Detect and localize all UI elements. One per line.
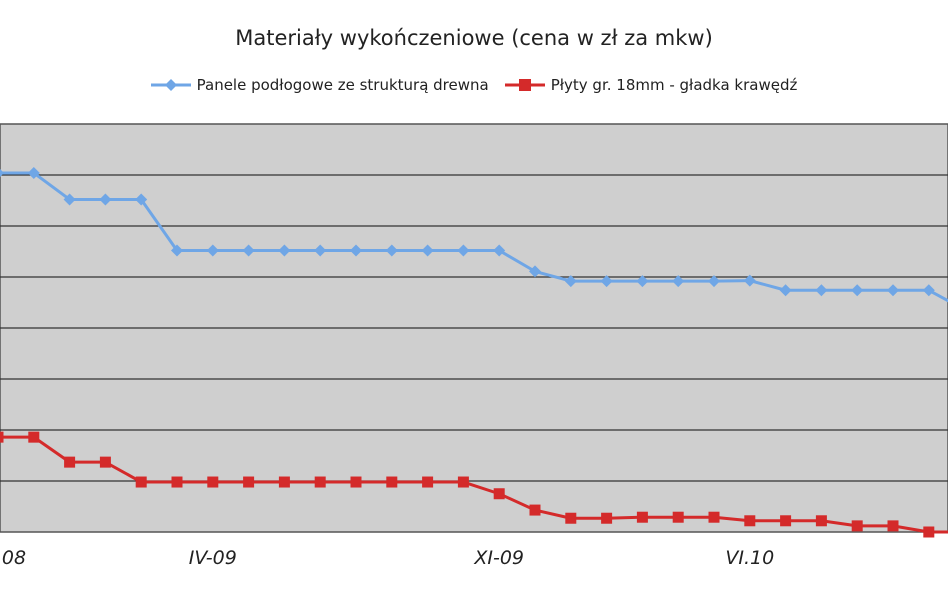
data-point [672,511,684,523]
series-layer [0,166,948,538]
series-line-1 [0,171,948,303]
data-point [887,284,899,297]
data-point [457,476,469,488]
data-point [779,284,792,297]
data-point [64,456,76,468]
chart-title: Materiały wykończeniowe (cena w zł za mk… [235,26,713,50]
data-point [171,476,183,488]
data-point [278,476,290,488]
data-point [314,476,326,488]
data-point [207,476,219,488]
data-point [27,166,40,179]
legend-item-series-2: Płyty gr. 18mm - gładka krawędź [504,76,798,94]
data-point [743,274,756,287]
data-point [923,526,935,538]
data-point [636,511,648,523]
data-point [350,476,362,488]
data-point [421,244,434,257]
x-tick-label: 08 [2,547,26,569]
data-point [422,476,434,488]
x-axis: 08 IV-09 XI-09 VI.10 [2,547,774,569]
legend-label-series-1: Panele podłogowe ze strukturą drewna [196,76,489,94]
data-point [242,244,255,257]
data-point [815,284,828,297]
data-point [529,504,541,516]
data-point [851,284,864,297]
data-point [457,244,470,257]
data-point [564,275,577,288]
data-point [636,275,649,288]
x-tick-label: VI.10 [725,547,774,569]
data-point [0,431,4,443]
data-point [529,265,541,278]
legend-item-series-1: Panele podłogowe ze strukturą drewna [150,76,489,94]
series-1 [0,166,948,303]
data-point [314,244,327,257]
data-point [887,520,899,532]
legend-marker-square-icon [504,79,545,91]
data-point [851,520,863,532]
legend-label-series-2: Płyty gr. 18mm - gładka krawędź [550,76,798,94]
data-point [744,515,756,527]
data-point [601,512,613,524]
data-point [708,511,720,523]
data-point [28,431,40,443]
data-point [780,515,792,527]
data-point [243,476,255,488]
data-point [922,284,935,297]
legend-marker-diamond-icon [150,79,191,91]
x-tick-label: IV-09 [189,547,237,569]
data-point [565,512,577,524]
data-point [815,515,827,527]
data-point [385,244,398,257]
x-tick-label: XI-09 [473,547,524,569]
data-point [672,275,685,288]
data-point [350,244,362,257]
legend: Panele podłogowe ze strukturą drewna Pły… [0,76,948,94]
data-point [0,168,4,177]
series-line-2 [0,435,948,534]
data-point [493,244,506,257]
data-point [171,244,183,257]
data-point [708,275,720,288]
data-point [99,456,111,468]
series-2 [0,431,948,538]
data-point [493,488,505,500]
data-point [278,244,291,257]
data-point [386,476,398,488]
data-point [135,476,147,488]
data-point [135,193,148,206]
data-point [63,193,76,206]
data-point [600,275,613,288]
data-point [206,244,219,257]
data-point [99,193,112,206]
